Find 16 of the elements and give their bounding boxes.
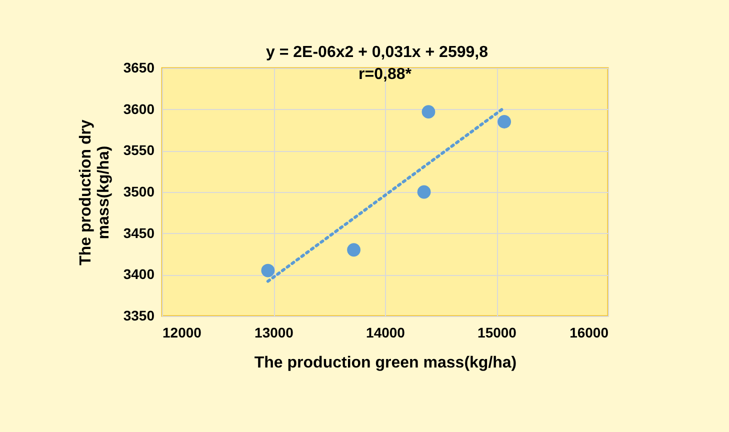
y-tick-label: 3450 [123, 224, 155, 241]
y-axis-title: The production dry mass(kg/ha) [77, 120, 112, 266]
x-tick-label: 14000 [366, 324, 406, 340]
y-tick-label: 3350 [123, 308, 155, 324]
text: y = 2E-06x2 + 0,031x + 2599,8 [266, 44, 488, 61]
x-tick-label: 16000 [570, 324, 609, 340]
x-tick-label: 15000 [478, 324, 517, 340]
x-axis-title: The production green mass(kg/ha) [254, 354, 517, 372]
y-tick-label: 3550 [123, 142, 155, 158]
y-tick-label: 3500 [123, 184, 155, 200]
y-tick-label: 3650 [123, 60, 155, 76]
y-tick-label: 3400 [123, 266, 155, 282]
x-tick-label: 13000 [254, 324, 294, 340]
y-tick-label: 3600 [123, 100, 155, 117]
x-tick-label: 12000 [162, 324, 202, 340]
annotation: r=0,88* [358, 66, 412, 83]
